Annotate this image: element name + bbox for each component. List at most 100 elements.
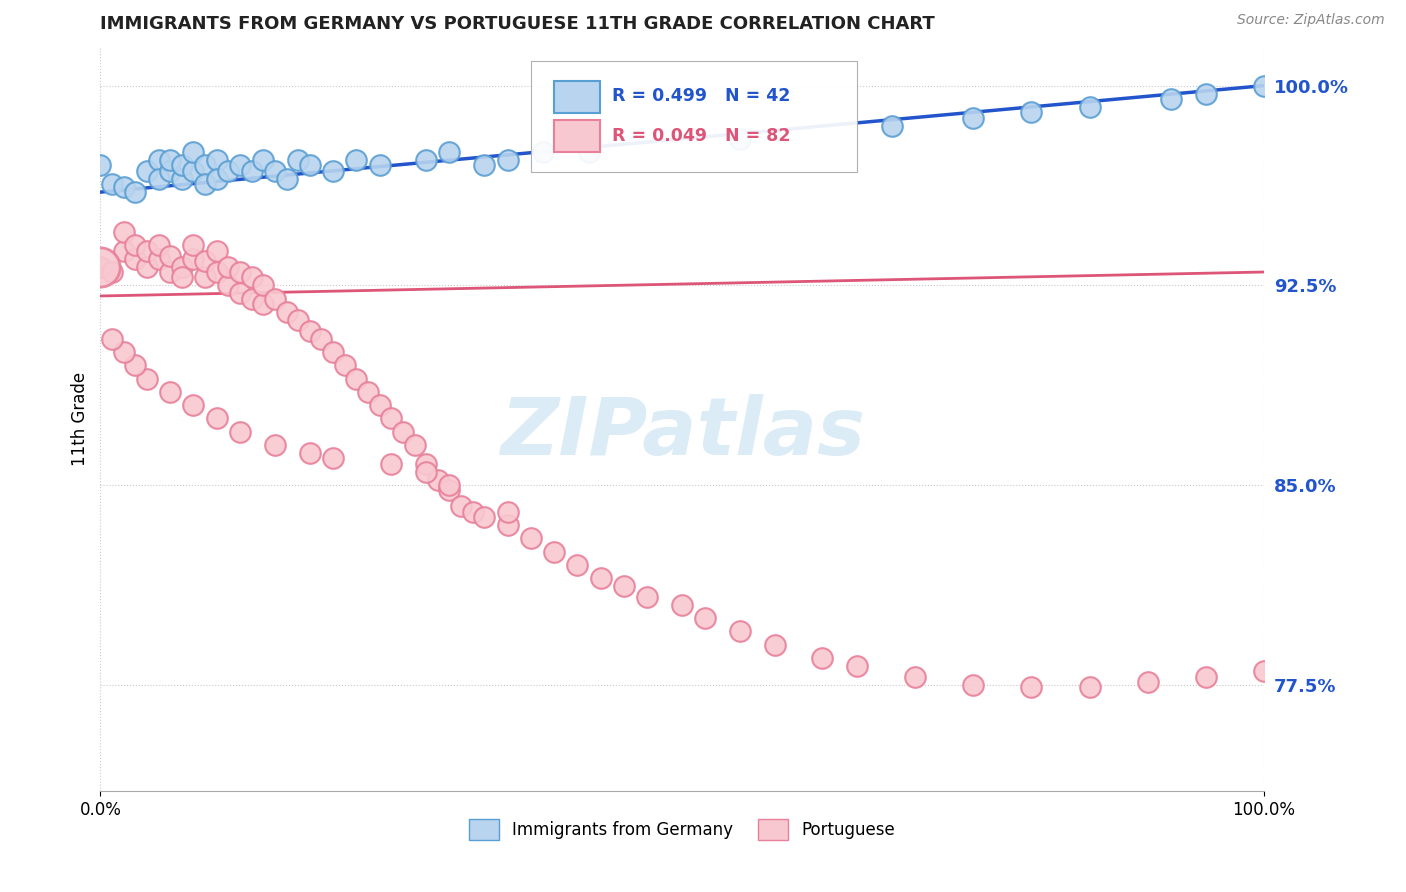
Point: [135, 164, 157, 178]
Point: [474, 159, 496, 173]
Point: [124, 238, 146, 252]
Point: [101, 332, 124, 346]
Point: [311, 332, 333, 346]
Point: [148, 153, 170, 168]
Point: [205, 244, 228, 258]
Point: [531, 145, 554, 160]
Point: [811, 651, 834, 665]
Point: [461, 505, 484, 519]
Point: [613, 579, 636, 593]
Point: [904, 670, 927, 684]
Point: [159, 249, 181, 263]
Point: [415, 457, 437, 471]
Point: [264, 438, 287, 452]
Point: [496, 153, 519, 168]
Point: [578, 145, 600, 160]
Point: [217, 278, 239, 293]
Point: [567, 558, 589, 572]
Point: [543, 544, 565, 558]
Y-axis label: 11th Grade: 11th Grade: [72, 371, 89, 466]
Point: [1195, 87, 1218, 101]
Point: [1195, 670, 1218, 684]
Point: [1253, 665, 1275, 679]
Point: [695, 611, 717, 625]
Point: [368, 398, 391, 412]
FancyBboxPatch shape: [554, 81, 599, 112]
Point: [252, 297, 274, 311]
Point: [276, 171, 298, 186]
FancyBboxPatch shape: [531, 61, 856, 172]
Point: [1136, 675, 1159, 690]
Point: [170, 260, 193, 274]
Point: [135, 244, 157, 258]
Point: [159, 384, 181, 399]
Point: [880, 119, 903, 133]
Point: [252, 278, 274, 293]
Point: [159, 153, 181, 168]
Legend: Immigrants from Germany, Portuguese: Immigrants from Germany, Portuguese: [463, 813, 903, 847]
Point: [298, 159, 321, 173]
Point: [357, 384, 380, 399]
Point: [170, 171, 193, 186]
Point: [380, 411, 402, 425]
Point: [344, 371, 367, 385]
Point: [112, 225, 135, 239]
Point: [135, 371, 157, 385]
Point: [240, 292, 263, 306]
Point: [183, 164, 205, 178]
Point: [170, 270, 193, 285]
Point: [183, 145, 205, 160]
Text: IMMIGRANTS FROM GERMANY VS PORTUGUESE 11TH GRADE CORRELATION CHART: IMMIGRANTS FROM GERMANY VS PORTUGUESE 11…: [100, 15, 935, 33]
Point: [287, 313, 309, 327]
Point: [264, 164, 287, 178]
Point: [229, 159, 252, 173]
Point: [229, 265, 252, 279]
Text: ZIPatlas: ZIPatlas: [499, 394, 865, 473]
Point: [240, 270, 263, 285]
Point: [205, 153, 228, 168]
Point: [415, 153, 437, 168]
Point: [183, 238, 205, 252]
Point: [439, 145, 461, 160]
Point: [194, 254, 217, 268]
Point: [496, 518, 519, 533]
Point: [671, 598, 693, 612]
Point: [170, 159, 193, 173]
Point: [426, 473, 449, 487]
Point: [148, 238, 170, 252]
Point: [1021, 681, 1043, 695]
Point: [496, 505, 519, 519]
Point: [124, 185, 146, 199]
Point: [205, 171, 228, 186]
Point: [135, 260, 157, 274]
Point: [1021, 105, 1043, 120]
Point: [322, 345, 344, 359]
Point: [101, 265, 124, 279]
Point: [89, 260, 111, 274]
Point: [636, 590, 658, 604]
Point: [229, 286, 252, 301]
Text: R = 0.499   N = 42: R = 0.499 N = 42: [613, 87, 790, 105]
FancyBboxPatch shape: [554, 120, 599, 152]
Point: [194, 270, 217, 285]
Point: [322, 451, 344, 466]
Point: [89, 260, 111, 274]
Point: [1160, 92, 1182, 106]
Point: [589, 571, 612, 585]
Point: [124, 252, 146, 266]
Point: [845, 659, 868, 673]
Point: [298, 324, 321, 338]
Point: [183, 252, 205, 266]
Point: [229, 425, 252, 439]
Point: [240, 164, 263, 178]
Point: [264, 292, 287, 306]
Point: [415, 465, 437, 479]
Point: [276, 305, 298, 319]
Point: [520, 531, 543, 545]
Point: [380, 457, 402, 471]
Point: [205, 411, 228, 425]
Point: [252, 153, 274, 168]
Text: Source: ZipAtlas.com: Source: ZipAtlas.com: [1237, 13, 1385, 28]
Point: [217, 164, 239, 178]
Point: [124, 358, 146, 372]
